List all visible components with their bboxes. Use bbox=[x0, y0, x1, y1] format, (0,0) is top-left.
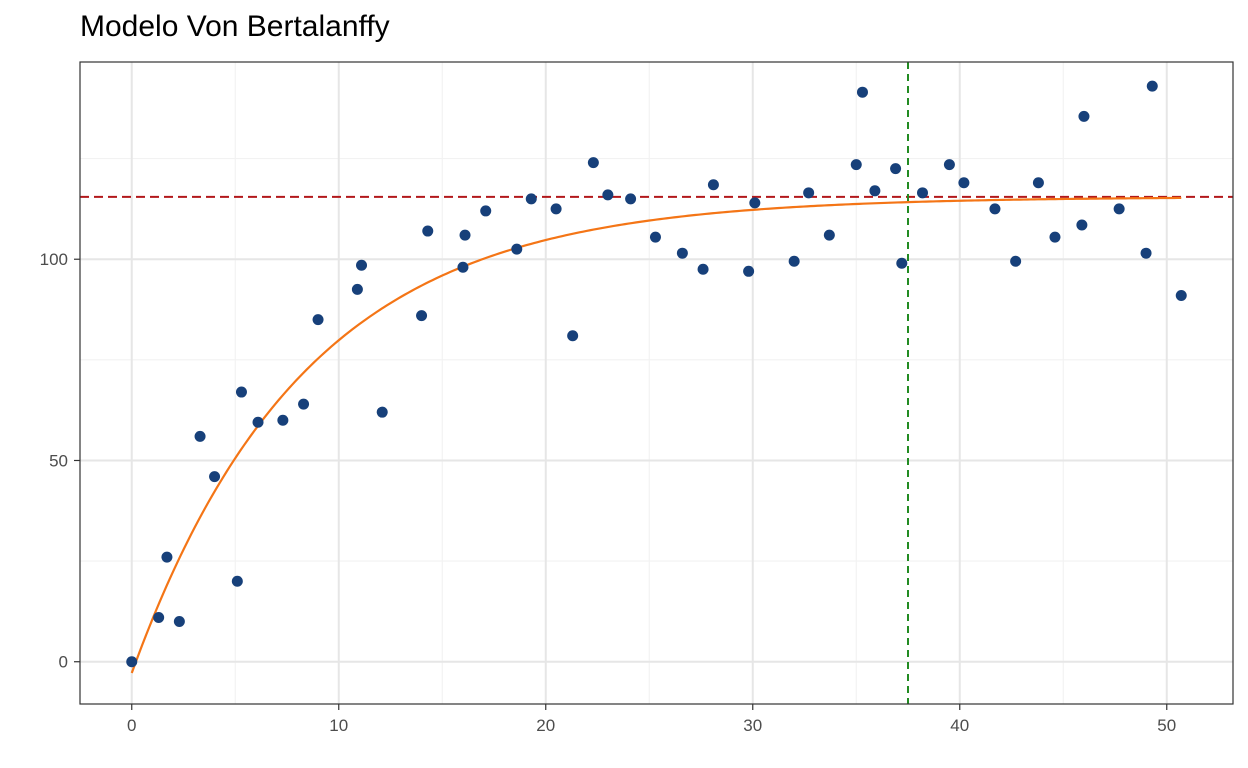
data-points bbox=[126, 80, 1187, 668]
y-tick-label: 0 bbox=[59, 653, 68, 672]
data-point bbox=[1175, 289, 1187, 301]
major-grid bbox=[80, 62, 1233, 704]
data-point bbox=[298, 398, 310, 410]
x-tick-label: 20 bbox=[536, 716, 555, 735]
fitted-curve-layer bbox=[130, 196, 1182, 674]
x-tick-label: 40 bbox=[950, 716, 969, 735]
data-point bbox=[749, 197, 761, 209]
chart-title: Modelo Von Bertalanffy bbox=[80, 10, 390, 43]
data-point bbox=[126, 656, 138, 668]
data-point bbox=[625, 193, 637, 205]
data-point bbox=[649, 231, 661, 243]
data-point bbox=[422, 225, 434, 237]
data-point bbox=[869, 185, 881, 197]
data-point bbox=[511, 243, 523, 255]
data-point bbox=[161, 551, 173, 563]
data-point bbox=[312, 314, 324, 326]
x-tick-label: 30 bbox=[743, 716, 762, 735]
data-point bbox=[1078, 110, 1090, 122]
data-point bbox=[153, 611, 165, 623]
x-tick-label: 10 bbox=[329, 716, 348, 735]
data-point bbox=[376, 406, 388, 418]
data-point bbox=[567, 330, 579, 342]
data-point bbox=[550, 203, 562, 215]
data-point bbox=[1049, 231, 1061, 243]
x-tick-label: 50 bbox=[1157, 716, 1176, 735]
data-point bbox=[480, 205, 492, 217]
data-point bbox=[803, 187, 815, 199]
data-point bbox=[351, 283, 363, 295]
data-point bbox=[890, 163, 902, 175]
data-point bbox=[231, 575, 243, 587]
data-point bbox=[1113, 203, 1125, 215]
data-point bbox=[459, 229, 471, 241]
data-point bbox=[856, 86, 868, 98]
data-point bbox=[823, 229, 835, 241]
x-axis: 0 10 20 30 40 50 bbox=[127, 704, 1176, 735]
data-point bbox=[252, 416, 264, 428]
data-point bbox=[707, 179, 719, 191]
data-point bbox=[457, 261, 469, 273]
data-point bbox=[525, 193, 537, 205]
data-point bbox=[209, 471, 221, 483]
data-point bbox=[235, 386, 247, 398]
y-tick-label: 100 bbox=[40, 250, 68, 269]
data-point bbox=[850, 159, 862, 171]
data-point bbox=[602, 189, 614, 201]
data-point bbox=[743, 265, 755, 277]
data-point bbox=[416, 310, 428, 322]
data-point bbox=[943, 159, 955, 171]
data-point bbox=[896, 257, 908, 269]
minor-grid bbox=[80, 62, 1233, 704]
data-point bbox=[958, 177, 970, 189]
fitted-curve bbox=[130, 196, 1182, 674]
panel-border bbox=[79, 61, 1234, 705]
data-point bbox=[587, 157, 599, 169]
data-point bbox=[1010, 255, 1022, 267]
data-point bbox=[277, 414, 289, 426]
data-point bbox=[697, 263, 709, 275]
data-point bbox=[1076, 219, 1088, 231]
y-tick-label: 50 bbox=[49, 451, 68, 470]
x-tick-label: 0 bbox=[127, 716, 136, 735]
data-point bbox=[1146, 80, 1158, 92]
y-axis: 0 50 100 bbox=[40, 250, 80, 672]
data-point bbox=[989, 203, 1001, 215]
data-point bbox=[788, 255, 800, 267]
data-point bbox=[916, 187, 928, 199]
data-point bbox=[356, 259, 368, 271]
data-point bbox=[173, 615, 185, 627]
data-point bbox=[194, 430, 206, 442]
data-point bbox=[1140, 247, 1152, 259]
data-point bbox=[676, 247, 688, 259]
data-point bbox=[1032, 177, 1044, 189]
